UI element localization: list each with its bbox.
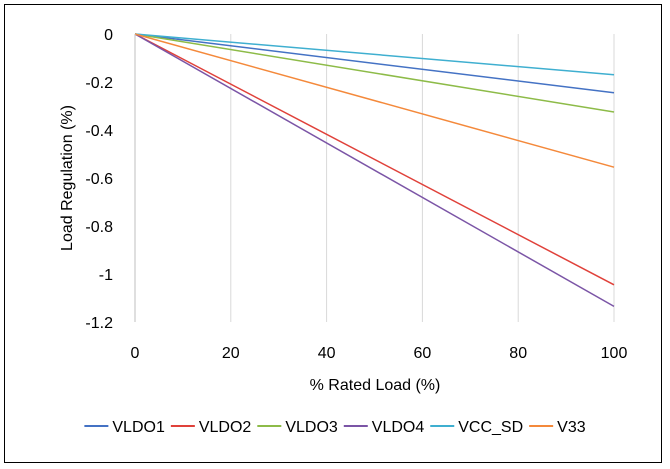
series-line-vldo4	[134, 33, 615, 308]
x-tick-label: 0	[131, 345, 140, 362]
x-tick-label: 40	[318, 345, 336, 362]
grid-layer	[230, 34, 615, 322]
legend-label: VLDO1	[112, 419, 165, 436]
legend-item-vldo1: VLDO1	[84, 419, 165, 436]
legend-item-vcc-sd: VCC_SD	[430, 419, 523, 436]
legend: VLDO1 VLDO2 VLDO3 VLDO4 VCC_SD V33	[84, 419, 586, 436]
y-tick-label: -0.4	[85, 123, 113, 140]
series-layer	[134, 33, 615, 308]
y-tick-label: 0	[104, 27, 113, 44]
chart-frame	[4, 4, 662, 463]
series-line-v33	[134, 33, 615, 168]
legend-label: V33	[557, 419, 586, 436]
series-line-vldo1	[134, 33, 615, 94]
legend-label: VCC_SD	[458, 419, 523, 436]
legend-item-v33: V33	[529, 419, 586, 436]
x-tick-label: 80	[509, 345, 527, 362]
x-tick-label: 20	[222, 345, 240, 362]
legend-label: VLDO4	[372, 419, 425, 436]
legend-item-vldo2: VLDO2	[170, 419, 252, 436]
y-tick-label: -0.2	[85, 75, 113, 92]
legend-label: VLDO2	[199, 419, 252, 436]
series-line-vldo2	[134, 33, 615, 286]
x-tick-label: 60	[414, 345, 432, 362]
x-axis-title: % Rated Load (%)	[310, 377, 441, 394]
legend-item-vldo4: VLDO4	[343, 419, 425, 436]
legend-item-vldo3: VLDO3	[257, 419, 338, 436]
series-line-vldo3	[134, 33, 615, 113]
x-tick-label: 100	[601, 345, 628, 362]
y-tick-label: -1.2	[85, 315, 113, 332]
y-axis-title: Load Regulation (%)	[59, 105, 76, 251]
legend-label: VLDO3	[285, 419, 338, 436]
y-tick-label: -0.8	[85, 219, 113, 236]
axis-layer: 0 20 40 60 80 100 0 -0.2 -0.4 -0.6 -0.8 -1 -1.2	[85, 27, 627, 362]
series-line-vcc-sd	[134, 33, 615, 76]
y-tick-label: -1	[99, 267, 113, 284]
y-tick-label: -0.6	[85, 171, 113, 188]
